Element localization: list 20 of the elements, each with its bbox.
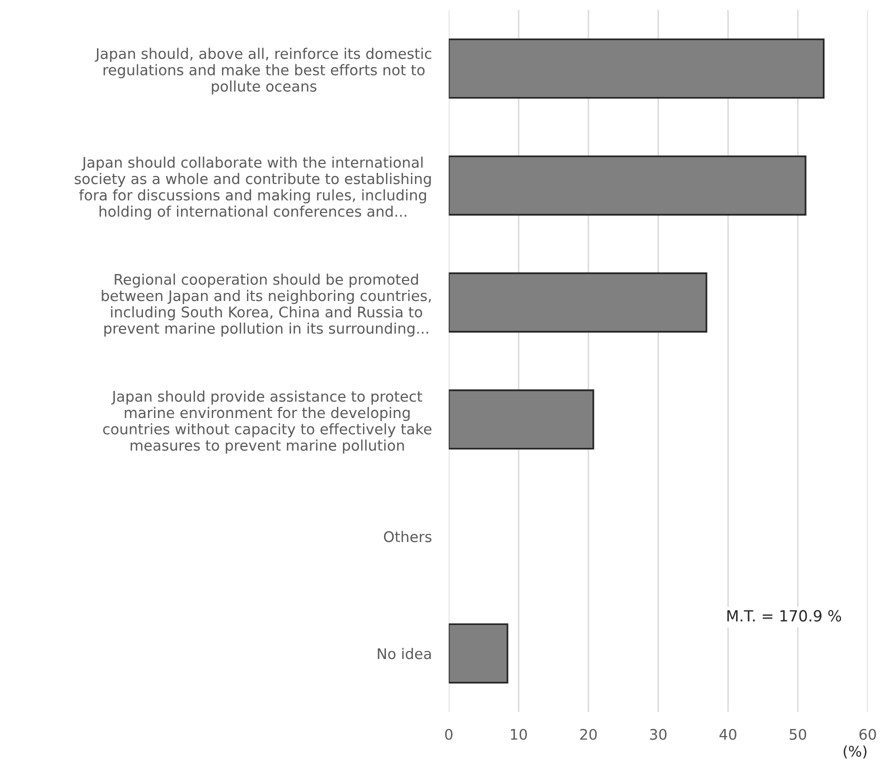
x-tick-label: 40 bbox=[719, 728, 736, 740]
y-tick-label: Japan should provide assistance to protect marine environment for the developing countries without capacity to effectively take measures to prevent marine pollution bbox=[103, 390, 432, 454]
x-tick-label: 0 bbox=[445, 728, 452, 740]
y-tick-label: Others bbox=[384, 530, 432, 542]
bar bbox=[448, 389, 594, 450]
x-tick-label: 60 bbox=[859, 728, 876, 740]
bar bbox=[448, 272, 708, 333]
x-axis-title: (%) bbox=[844, 746, 866, 758]
x-tick-label: 10 bbox=[510, 728, 527, 740]
y-tick-label: Regional cooperation should be promoted between Japan and its neighboring countries, including South Korea, China and Russia to prevent marine pollution in its surrounding... bbox=[102, 274, 431, 337]
x-tick-label: 20 bbox=[580, 728, 597, 740]
y-tick-label: Japan should, above all, reinforce its domestic regulations and make the best efforts not to pollute oceans bbox=[94, 48, 432, 95]
bar bbox=[448, 38, 825, 99]
bar bbox=[448, 155, 806, 216]
y-tick-label: No idea bbox=[378, 648, 431, 660]
y-tick-label: Japan should collaborate with the international society as a whole and contribute to establishing fora for discussions and making rules, including holding of international conferences and... bbox=[74, 156, 431, 220]
x-tick-label: 50 bbox=[790, 728, 806, 740]
annotation: M.T. = 170.9 % bbox=[727, 610, 842, 622]
x-tick-label: 30 bbox=[650, 728, 667, 740]
bar bbox=[448, 623, 508, 684]
